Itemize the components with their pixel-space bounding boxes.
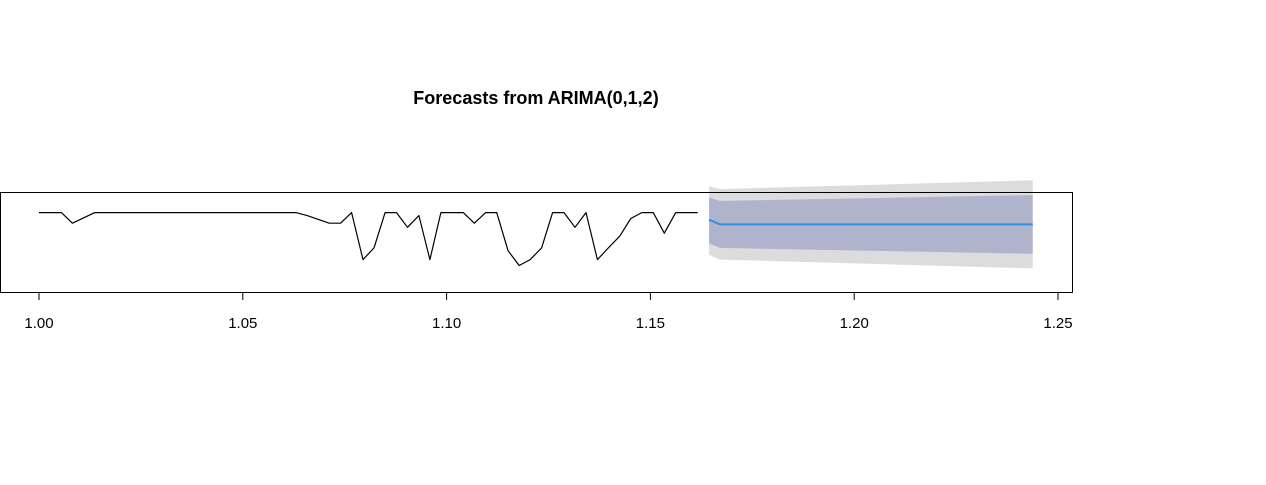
x-tick-label: 1.05 [228, 315, 257, 332]
x-tick-label: 1.15 [636, 315, 665, 332]
x-tick-label: 1.20 [840, 315, 869, 332]
x-tick-label: 1.00 [24, 315, 53, 332]
series-lines [39, 212, 1033, 267]
x-tick-label: 1.25 [1043, 315, 1072, 332]
chart-title: Forecasts from ARIMA(0,1,2) [413, 88, 658, 108]
history-line [39, 212, 698, 267]
x-tick-label: 1.10 [432, 315, 461, 332]
forecast-mean-line [708, 218, 1033, 226]
x-axis: 1.00 1.05 1.10 1.15 1.20 1.25 [24, 292, 1073, 332]
